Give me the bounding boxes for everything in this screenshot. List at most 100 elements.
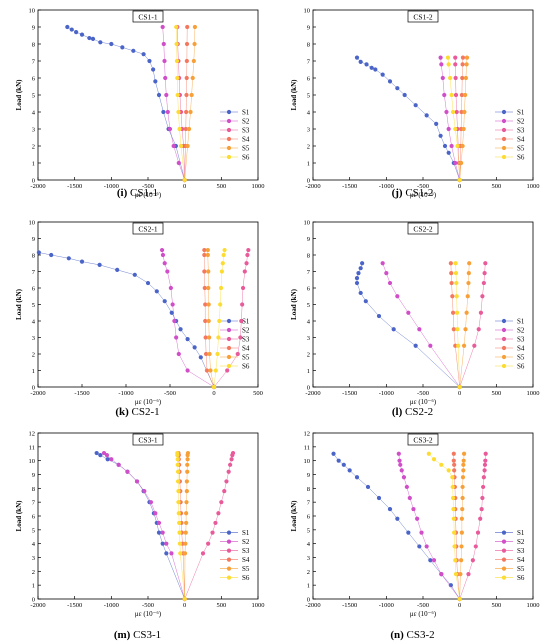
- legend-label: S1: [517, 529, 525, 537]
- data-point: [87, 35, 92, 41]
- data-point: [141, 52, 146, 57]
- x-tick-label: -1500: [342, 390, 357, 397]
- y-tick-label: 11: [304, 444, 310, 451]
- data-point: [451, 327, 456, 332]
- data-point: [176, 109, 181, 115]
- data-point: [168, 285, 173, 291]
- plot-frame: [37, 221, 259, 388]
- y-tick-label: 1: [307, 368, 310, 375]
- series-S5: S5: [457, 451, 525, 602]
- y-axis-label: Load (kN): [290, 500, 298, 532]
- y-tick-label: 0: [32, 178, 35, 185]
- x-tick-label: -2000: [305, 390, 320, 397]
- data-point: [461, 468, 466, 473]
- series-S3: S3: [457, 261, 525, 390]
- x-tick-label: -2000: [30, 602, 45, 609]
- data-point: [153, 79, 158, 84]
- x-tick-label: -2000: [30, 183, 45, 190]
- series-S5: S5: [182, 24, 250, 183]
- data-point: [175, 462, 180, 467]
- data-point: [90, 36, 96, 42]
- data-point: [439, 62, 444, 67]
- data-point: [160, 530, 165, 535]
- data-point: [426, 451, 431, 456]
- data-point: [185, 143, 190, 149]
- data-point: [156, 92, 162, 98]
- data-point: [215, 351, 220, 357]
- data-point: [184, 75, 189, 81]
- data-point: [376, 495, 382, 501]
- data-point: [453, 126, 458, 132]
- series-S6: S6: [175, 450, 250, 602]
- data-point: [459, 109, 464, 115]
- data-point: [369, 65, 374, 70]
- y-tick-label: 6: [307, 514, 311, 521]
- y-axis-label: Load (kN): [15, 288, 23, 320]
- data-point: [472, 343, 477, 348]
- data-point: [460, 475, 466, 480]
- series-S6: S6: [174, 24, 250, 183]
- series-line: [459, 263, 486, 388]
- legend-marker: [226, 154, 232, 160]
- data-point: [175, 457, 180, 462]
- data-point: [395, 516, 400, 521]
- legend-label: S1: [517, 318, 525, 326]
- data-point: [391, 327, 396, 332]
- data-point: [242, 269, 247, 274]
- data-point: [175, 92, 180, 98]
- data-point: [450, 495, 456, 501]
- data-point: [185, 368, 190, 373]
- data-point: [453, 343, 458, 348]
- data-point: [413, 343, 418, 348]
- data-point: [203, 302, 208, 307]
- y-tick-label: 2: [32, 569, 35, 576]
- plot-frame: [312, 221, 534, 388]
- data-point: [476, 327, 481, 332]
- series-line: [96, 452, 185, 600]
- x-axis-label: με (10⁻⁶): [135, 610, 162, 618]
- data-point: [424, 544, 429, 549]
- data-point: [451, 516, 456, 521]
- legend-marker: [501, 354, 507, 360]
- data-point: [240, 302, 245, 307]
- data-point: [397, 458, 402, 463]
- y-tick-label: 7: [32, 59, 36, 66]
- legend-label: S3: [242, 336, 250, 344]
- series-line: [38, 252, 215, 388]
- series-line: [184, 453, 189, 600]
- data-point: [142, 489, 147, 494]
- data-point: [79, 32, 85, 37]
- legend-marker: [501, 575, 507, 580]
- x-tick-label: 1000: [252, 183, 265, 190]
- data-point: [455, 310, 460, 315]
- data-point: [451, 458, 456, 463]
- data-point: [115, 267, 120, 272]
- x-axis-label: με (10⁻⁶): [410, 610, 437, 618]
- data-point: [481, 280, 486, 286]
- data-point: [475, 530, 481, 535]
- data-point: [98, 40, 103, 45]
- data-point: [161, 41, 166, 47]
- data-point: [411, 506, 416, 512]
- data-point: [169, 551, 174, 556]
- x-tick-label: -1000: [379, 183, 394, 190]
- data-point: [184, 58, 189, 64]
- data-point: [185, 337, 190, 342]
- legend-marker: [226, 354, 232, 360]
- data-point: [457, 384, 462, 390]
- data-point: [452, 462, 457, 467]
- data-point: [183, 126, 188, 132]
- data-point: [455, 327, 460, 332]
- data-point: [182, 596, 187, 602]
- y-tick-label: 8: [32, 486, 35, 493]
- data-point: [483, 451, 488, 456]
- data-point: [178, 143, 184, 149]
- data-point: [428, 343, 433, 348]
- data-point: [162, 58, 167, 64]
- data-point: [185, 450, 191, 456]
- legend-label: S6: [517, 363, 525, 371]
- y-tick-label: 3: [32, 335, 35, 342]
- legend-marker: [501, 539, 507, 544]
- series-S1: S1: [94, 450, 250, 602]
- data-point: [213, 520, 218, 526]
